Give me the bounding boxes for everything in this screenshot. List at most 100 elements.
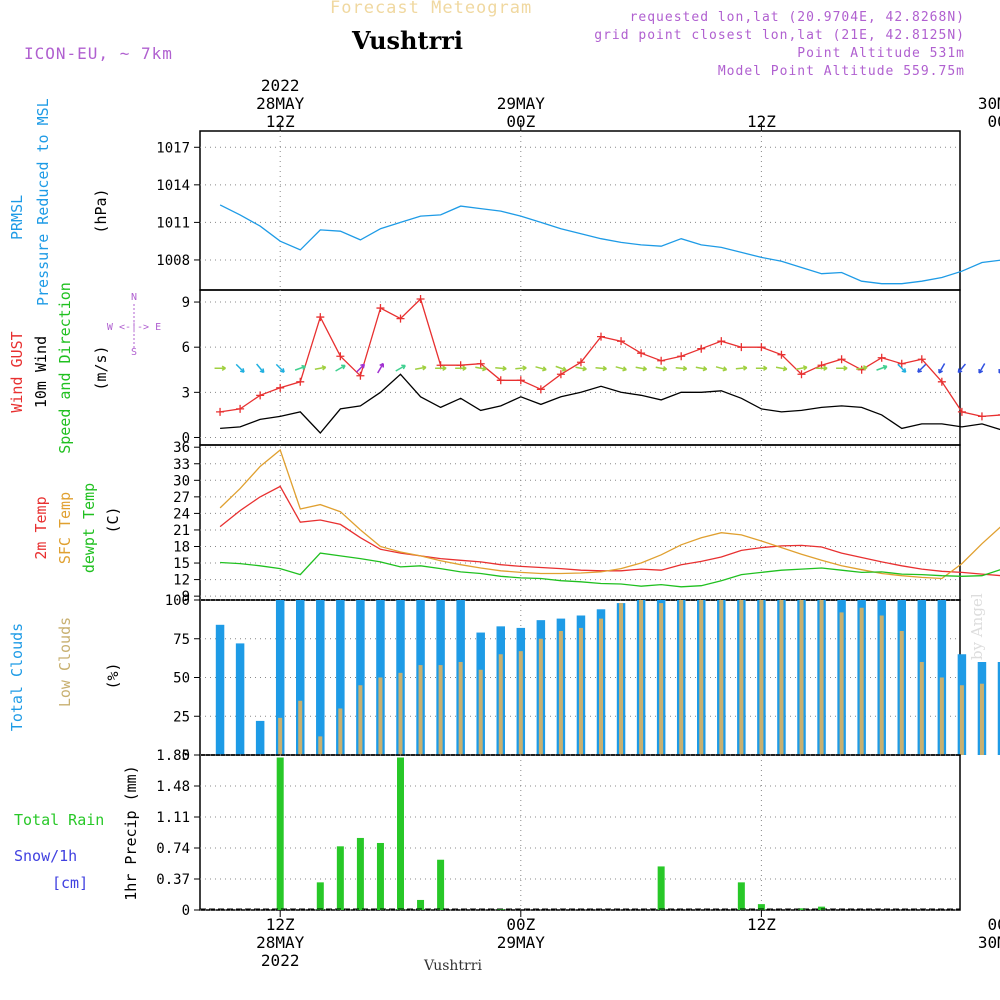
wind-arrow-head: [901, 368, 907, 373]
clouds-bar-low-clouds: [799, 600, 804, 755]
time-label-bottom: 00Z: [988, 915, 1000, 934]
wind-arrow: [575, 366, 587, 370]
wind-arrow: [256, 363, 265, 373]
gust-marker: [256, 391, 265, 400]
gust-marker: [617, 337, 626, 346]
temperature-frame: [199, 444, 961, 601]
precip-bar-total-rain: [276, 757, 284, 910]
clouds-bar-low-clouds: [759, 600, 764, 755]
clouds-bar-low-clouds: [438, 665, 443, 755]
clouds-label-low: Low Clouds: [56, 617, 74, 707]
clouds-bar-low-clouds: [899, 631, 904, 755]
wind-arrow-head: [301, 364, 307, 370]
time-label-top: 00Z: [988, 112, 1000, 131]
clouds-bar-total-clouds: [235, 643, 245, 755]
wind-arrow: [735, 367, 747, 370]
gust-marker: [216, 407, 225, 416]
clouds-bar-low-clouds: [639, 600, 644, 755]
temperature-ytick-label: 12: [173, 573, 190, 589]
clouds-bar-low-clouds: [819, 600, 824, 755]
gust-marker: [797, 370, 806, 379]
clouds-bar-low-clouds: [719, 600, 724, 755]
gust-marker: [917, 355, 926, 364]
wind-arrow-head: [802, 365, 808, 371]
credit-watermark: by Angel: [968, 593, 986, 660]
time-label-top: 29MAY: [497, 94, 546, 113]
wind-arrow: [335, 364, 346, 372]
temp-label-2m: 2m Temp: [32, 496, 50, 559]
clouds-bar-low-clouds: [318, 736, 323, 755]
time-label-top: 00Z: [506, 112, 535, 131]
precip-bar-total-rain: [798, 908, 805, 910]
bottom-station-name: Vushtrri: [424, 958, 482, 974]
wind-arrow: [535, 366, 547, 371]
gust-marker: [717, 337, 726, 346]
precip-units: 1hr Precip (mm): [122, 765, 140, 900]
time-label-top: 28MAY: [256, 94, 305, 113]
wind-arrow: [415, 366, 427, 370]
precip-bar-total-rain: [737, 882, 745, 910]
time-label-bottom: 12Z: [747, 915, 776, 934]
clouds-bar-total-clouds: [316, 600, 325, 755]
clouds-bar-low-clouds: [879, 615, 884, 755]
wind-arrow: [395, 364, 406, 372]
wind-arrow-head: [221, 365, 226, 371]
wind-arrow: [294, 365, 306, 371]
temperature-ytick-label: 9: [182, 589, 190, 605]
wind-arrow-head: [843, 365, 848, 371]
temp-label-sfc: SFC Temp: [56, 492, 74, 564]
wind-arrow: [876, 365, 888, 371]
gust-marker: [737, 343, 746, 352]
grid-point-coordinates: grid point closest lon,lat (21E, 42.8125…: [594, 28, 965, 43]
precip-frame: [199, 754, 961, 911]
wind-arrow-head: [622, 366, 627, 372]
time-label-top: 12Z: [747, 112, 776, 131]
precip-ytick-label: 1.11: [156, 810, 190, 826]
wind-ytick-label: 3: [182, 385, 190, 401]
clouds-units: (%): [104, 662, 122, 689]
wind-arrow-head: [823, 365, 828, 371]
gust-marker: [396, 314, 405, 323]
wind-arrow: [595, 367, 607, 370]
wind-arrow-head: [882, 364, 888, 370]
requested-coordinates: requested lon,lat (20.9704E, 42.8268N): [629, 10, 965, 25]
wind-arrow: [897, 363, 907, 373]
time-label-top: 30MAY: [978, 94, 1000, 113]
wind-arrow: [917, 363, 927, 373]
precip-ytick-label: 1.48: [156, 779, 190, 795]
clouds-bar-low-clouds: [298, 700, 303, 755]
clouds-bar-low-clouds: [959, 685, 964, 755]
time-label-bottom: 00Z: [506, 915, 535, 934]
wind-arrow-head: [239, 368, 245, 373]
wind-arrow-head: [462, 365, 467, 371]
time-label-bottom: 29MAY: [497, 933, 546, 952]
clouds-bar-low-clouds: [679, 600, 684, 755]
clouds-bar-low-clouds: [779, 600, 784, 755]
wind-arrow-head: [763, 365, 768, 371]
clouds-bar-low-clouds: [478, 669, 483, 755]
clouds-ytick-label: 75: [173, 632, 190, 648]
pressure-ytick-label: 1014: [156, 178, 190, 194]
precip-bar-total-rain: [336, 846, 344, 910]
wind-arrow-head: [421, 365, 427, 371]
clouds-bar-low-clouds: [538, 638, 543, 755]
gust-marker: [677, 352, 686, 361]
precip-bar-total-rain: [376, 842, 384, 910]
temperature-series-sfc-temp: [219, 448, 1000, 580]
wind-label-gust: Wind GUST: [8, 331, 26, 412]
wind-arrow-head: [321, 365, 327, 371]
gust-marker: [276, 383, 285, 392]
wind-arrow: [938, 363, 946, 374]
wind-arrow: [235, 363, 245, 373]
temperature-ytick-label: 18: [173, 539, 190, 555]
gust-marker: [777, 350, 786, 359]
pressure-ytick-label: 1008: [156, 253, 190, 269]
gust-marker: [877, 353, 886, 362]
clouds-bar-total-clouds: [275, 600, 285, 755]
wind-panel: [133, 289, 1000, 446]
wind-arrow-head: [662, 366, 668, 372]
clouds-bar-low-clouds: [378, 677, 383, 755]
gust-marker: [336, 352, 345, 361]
precip-bar-total-rain: [397, 757, 404, 910]
